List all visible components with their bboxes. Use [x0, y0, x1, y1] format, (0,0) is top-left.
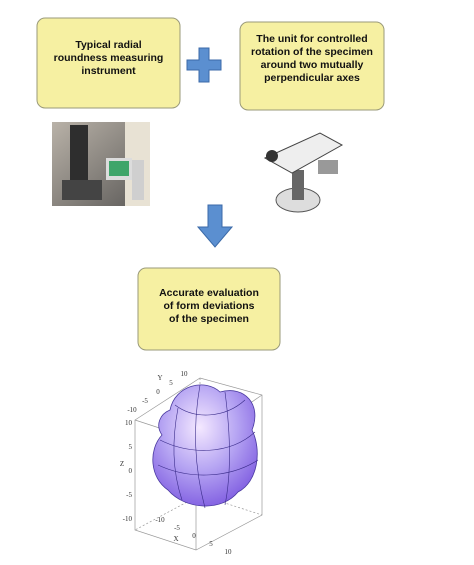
axis-label: X: [173, 535, 178, 543]
box-text: of the specimen: [169, 313, 249, 325]
tick-label: 10: [181, 370, 189, 378]
box-text: Typical radial: [75, 39, 141, 51]
tick-label: -5: [174, 524, 180, 532]
box-text: rotation of the specimen: [251, 46, 373, 58]
box-text: of form deviations: [163, 300, 254, 312]
instrument-photo: [52, 122, 150, 206]
tick-label: 0: [156, 388, 160, 396]
rotation-unit-photo: [263, 132, 344, 213]
box-text: Accurate evaluation: [159, 287, 259, 299]
box-text: perpendicular axes: [264, 72, 360, 84]
tick-label: 10: [225, 548, 233, 556]
tick-label: 0: [129, 467, 133, 475]
tick-label: 5: [129, 443, 133, 451]
tick-label: -10: [123, 515, 133, 523]
tick-label: 10: [125, 419, 133, 427]
tick-label: -10: [127, 406, 137, 414]
box-text: roundness measuring: [54, 52, 164, 64]
tick-label: -10: [155, 516, 165, 524]
deviation-surface: [152, 384, 259, 509]
tick-label: 0: [192, 532, 196, 540]
down-arrow: [196, 204, 234, 248]
box: [239, 21, 385, 111]
tick-label: -5: [126, 491, 132, 499]
box-text: around two mutually: [261, 59, 364, 71]
box: [137, 267, 281, 351]
box-text: The unit for controlled: [256, 33, 367, 45]
tick-label: -5: [142, 397, 148, 405]
axis-label: Z: [120, 460, 124, 468]
tick-label: 5: [209, 540, 213, 548]
plus-icon: [186, 47, 222, 83]
box-text: instrument: [81, 65, 136, 77]
box: [36, 17, 181, 109]
axis-label: Y: [157, 374, 162, 382]
tick-label: 5: [169, 379, 173, 387]
